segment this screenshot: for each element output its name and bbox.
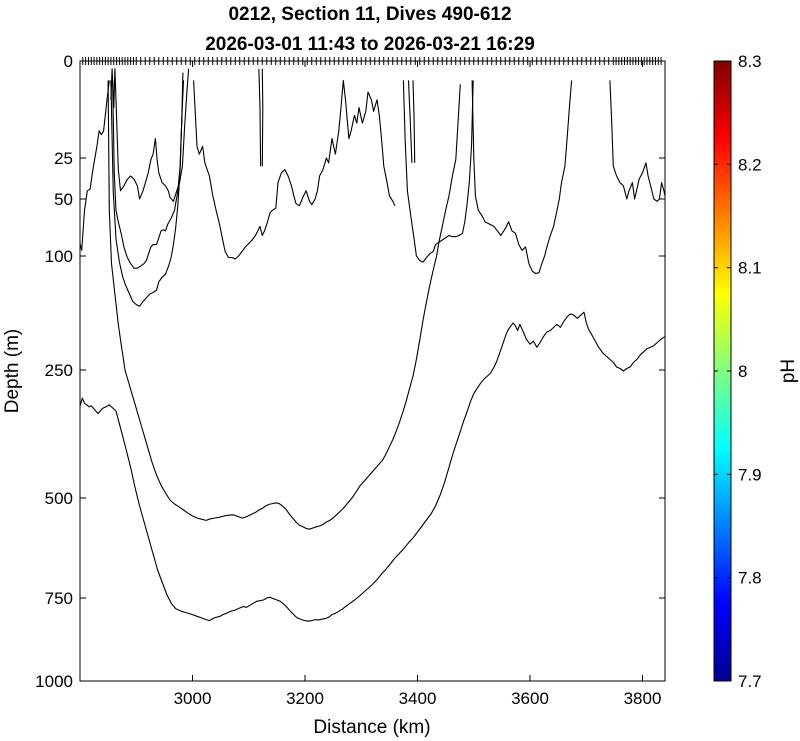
y-tick-label: 25	[54, 149, 73, 168]
colorbar-ticks: 7.7 7.8 7.9 8 8.1 8.2 8.3	[714, 52, 762, 691]
plot-frame	[79, 60, 666, 682]
contour-line	[407, 80, 413, 163]
contour-line	[79, 80, 110, 251]
y-tick-label: 250	[45, 361, 73, 380]
dive-marks	[82, 57, 662, 65]
colorbar-tick-label: 8.2	[738, 155, 762, 174]
contour-line	[258, 68, 262, 167]
colorbar-tick-label: 8.3	[738, 52, 762, 71]
contour-line	[107, 80, 461, 530]
x-tick-label: 3600	[511, 689, 549, 708]
contour-line	[609, 80, 666, 202]
colorbar-tick-label: 8	[738, 362, 747, 381]
colorbar-label: pH	[778, 359, 799, 383]
colorbar-tick-label: 8.1	[738, 259, 762, 278]
plot-area	[79, 60, 666, 682]
contour-line	[261, 68, 264, 167]
y-axis-ticks: 0 25 50 100 250 500 750 1000	[35, 52, 665, 691]
contour-line	[110, 68, 190, 202]
contour-line	[412, 80, 416, 163]
y-tick-label: 750	[45, 589, 73, 608]
y-tick-label: 50	[54, 190, 73, 209]
x-tick-label: 3000	[174, 689, 212, 708]
colorbar-tick-label: 7.7	[738, 672, 762, 691]
contour-line	[79, 311, 666, 622]
x-axis-label: Distance (km)	[313, 717, 430, 738]
x-tick-label: 3200	[286, 689, 324, 708]
x-tick-label: 3400	[399, 689, 437, 708]
x-axis-ticks: 3000 3200 3400 3600 3800	[174, 61, 662, 708]
chart-title-line-1: 0212, Section 11, Dives 490-612	[228, 4, 511, 25]
y-tick-label: 1000	[35, 672, 73, 691]
contour-line	[110, 80, 185, 307]
contour-line	[471, 80, 573, 275]
chart-title-line-2: 2026-03-01 11:43 to 2026-03-21 16:29	[205, 34, 535, 55]
y-tick-label: 100	[45, 247, 73, 266]
y-tick-label: 500	[45, 489, 73, 508]
contour-line	[112, 72, 184, 269]
colorbar-tick-label: 7.8	[738, 569, 762, 588]
colorbar-tick-label: 7.9	[738, 465, 762, 484]
y-tick-label: 0	[64, 52, 73, 71]
contour-line	[193, 79, 396, 260]
x-tick-label: 3800	[624, 689, 662, 708]
contour-lines	[79, 68, 666, 622]
y-axis-label: Depth (m)	[2, 329, 23, 413]
